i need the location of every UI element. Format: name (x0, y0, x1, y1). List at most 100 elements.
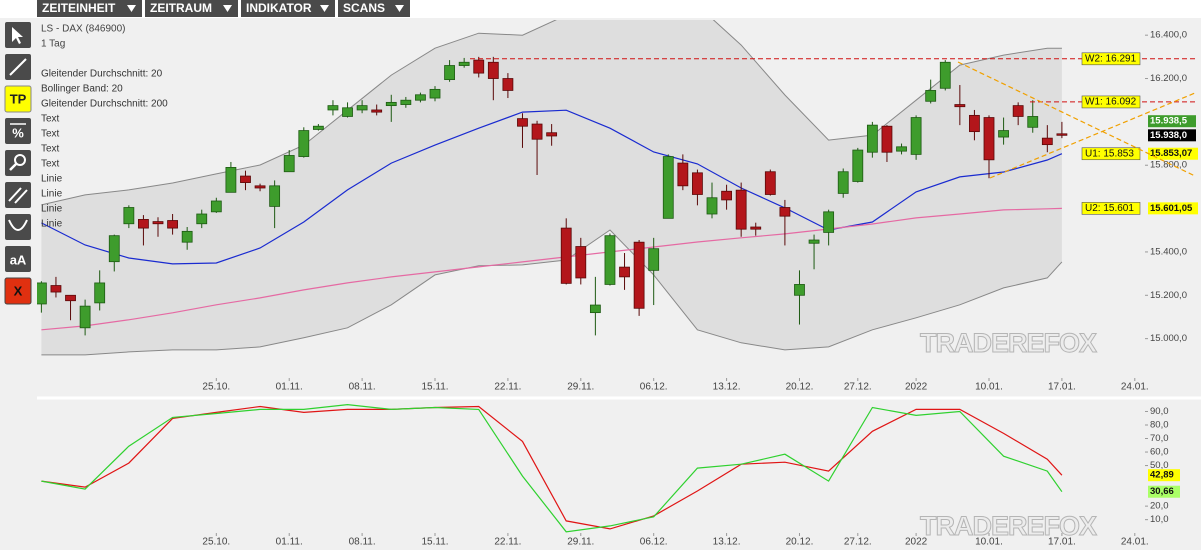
candle-body (50, 285, 62, 293)
legend-entry: Text (41, 129, 60, 140)
candle-body (998, 130, 1009, 138)
level-box (1081, 95, 1141, 109)
menu-label: ZEITEINHEIT (42, 1, 116, 15)
candle (560, 218, 572, 285)
candle (546, 124, 558, 146)
x-tick-label: 17.01. (1048, 537, 1076, 548)
value-box (1148, 147, 1198, 160)
menu-item[interactable]: ZEITRAUM (145, 0, 238, 17)
y-tick-label: 15.400,0 (1150, 246, 1187, 257)
candle-body (269, 185, 281, 207)
tool-tp[interactable]: TP (4, 85, 32, 113)
legend-entry: Text (41, 114, 60, 125)
candle-body (837, 171, 849, 194)
legend-entry: Linie (41, 219, 63, 230)
tool-zoom[interactable] (5, 150, 31, 176)
value-box-label: 42,89 (1150, 470, 1174, 481)
candle-body (444, 65, 455, 81)
tool-delete[interactable]: X (4, 277, 32, 305)
candle (108, 234, 120, 272)
candle-body (779, 207, 791, 217)
candle (823, 209, 835, 246)
candle (983, 115, 995, 179)
legend-entry: Linie (41, 189, 63, 200)
watermark: TRADEREFOX (920, 328, 1097, 358)
candle (998, 117, 1009, 145)
candle (517, 113, 528, 148)
candle (735, 182, 747, 237)
x-tick-label: 10.01. (975, 537, 1003, 548)
candle (385, 94, 397, 122)
candle-body (240, 175, 251, 183)
x-tick-label: 29.11. (567, 382, 594, 393)
legend-entry: Text (41, 159, 60, 170)
chart-layer: ZEITEINHEIT ZEITRAUM INDIKATOR SCANS TRADERE… (37, 0, 1198, 548)
candle-body (517, 118, 528, 127)
legend-entry: Bollinger Band: 20 (41, 84, 123, 95)
candle-body (108, 235, 120, 263)
x-tick-label: 25.10. (202, 382, 230, 393)
candle (415, 92, 426, 103)
candle (619, 253, 630, 290)
candle (371, 104, 383, 116)
candle-body (896, 146, 907, 152)
candle-body (750, 226, 762, 230)
candle (502, 73, 514, 99)
menu-item[interactable]: SCANS (338, 0, 410, 17)
candle-body (65, 294, 76, 302)
candle-body (400, 99, 412, 105)
candle-body (181, 230, 193, 243)
menu-arrow (395, 5, 404, 12)
candle (648, 237, 660, 306)
candle-body (79, 305, 91, 329)
menu-label: SCANS (343, 1, 385, 15)
y-tick-label: 16.400,0 (1150, 30, 1187, 41)
candle-body (706, 197, 718, 215)
tool-parallel[interactable] (5, 182, 31, 208)
candle (954, 85, 966, 126)
x-tick-label: 06.12. (640, 382, 668, 393)
x-tick-label: 08.11. (349, 537, 376, 548)
tool-percent[interactable]: % (5, 118, 31, 144)
level-box (1081, 202, 1141, 215)
candle-body (677, 162, 689, 187)
candle-body (881, 125, 893, 153)
candle-body (327, 105, 339, 111)
x-tick-label: 24.01. (1121, 382, 1149, 393)
candle (764, 169, 776, 196)
candle (123, 205, 135, 229)
x-tick-label: 06.12. (640, 537, 668, 548)
menu-item[interactable]: ZEITEINHEIT (37, 0, 142, 17)
candle-body (633, 241, 645, 309)
x-tick-label: 13.12. (713, 537, 741, 548)
candle (896, 143, 907, 155)
x-tick-label: 10.01. (975, 382, 1003, 393)
candle-body (342, 107, 353, 117)
y-tick-label: 15.800,0 (1150, 160, 1187, 171)
tool-curve[interactable] (5, 214, 31, 240)
menu-arrow (320, 5, 329, 12)
menu-item[interactable]: INDIKATOR (241, 0, 335, 17)
candle (298, 127, 310, 158)
menu-arrow (127, 5, 136, 12)
candle-body (123, 207, 135, 225)
x-tick-label: 24.01. (1121, 537, 1149, 548)
y-tick-label: 16.200,0 (1150, 73, 1187, 84)
candle (881, 125, 893, 162)
y-tick-label: 70,0 (1150, 433, 1169, 444)
candle (837, 168, 849, 198)
x-tick-label: 13.12. (713, 382, 741, 393)
tool-line[interactable] (5, 54, 31, 80)
level-label: U1: 15.853 (1085, 148, 1134, 159)
candle-body (531, 123, 543, 140)
level-box (1081, 52, 1141, 66)
chart-title: LS - DAX (846900) (41, 24, 126, 35)
tool-text[interactable]: aA (5, 246, 31, 272)
y-tick-label: 20,0 (1150, 501, 1169, 512)
value-box-label: 15.938,5 (1150, 116, 1188, 127)
candle-body (298, 130, 310, 157)
candle-body (254, 185, 266, 189)
candle-body (575, 246, 587, 279)
tool-cursor[interactable] (5, 22, 31, 48)
x-tick-label: 15.11. (421, 537, 448, 548)
